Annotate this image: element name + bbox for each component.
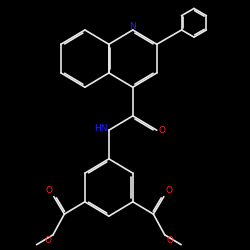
Text: O: O [46, 186, 52, 195]
Text: O: O [159, 126, 166, 135]
Text: O: O [45, 236, 52, 245]
Text: O: O [165, 186, 172, 195]
Text: N: N [130, 22, 136, 31]
Text: HN: HN [94, 124, 108, 134]
Text: O: O [166, 236, 173, 245]
